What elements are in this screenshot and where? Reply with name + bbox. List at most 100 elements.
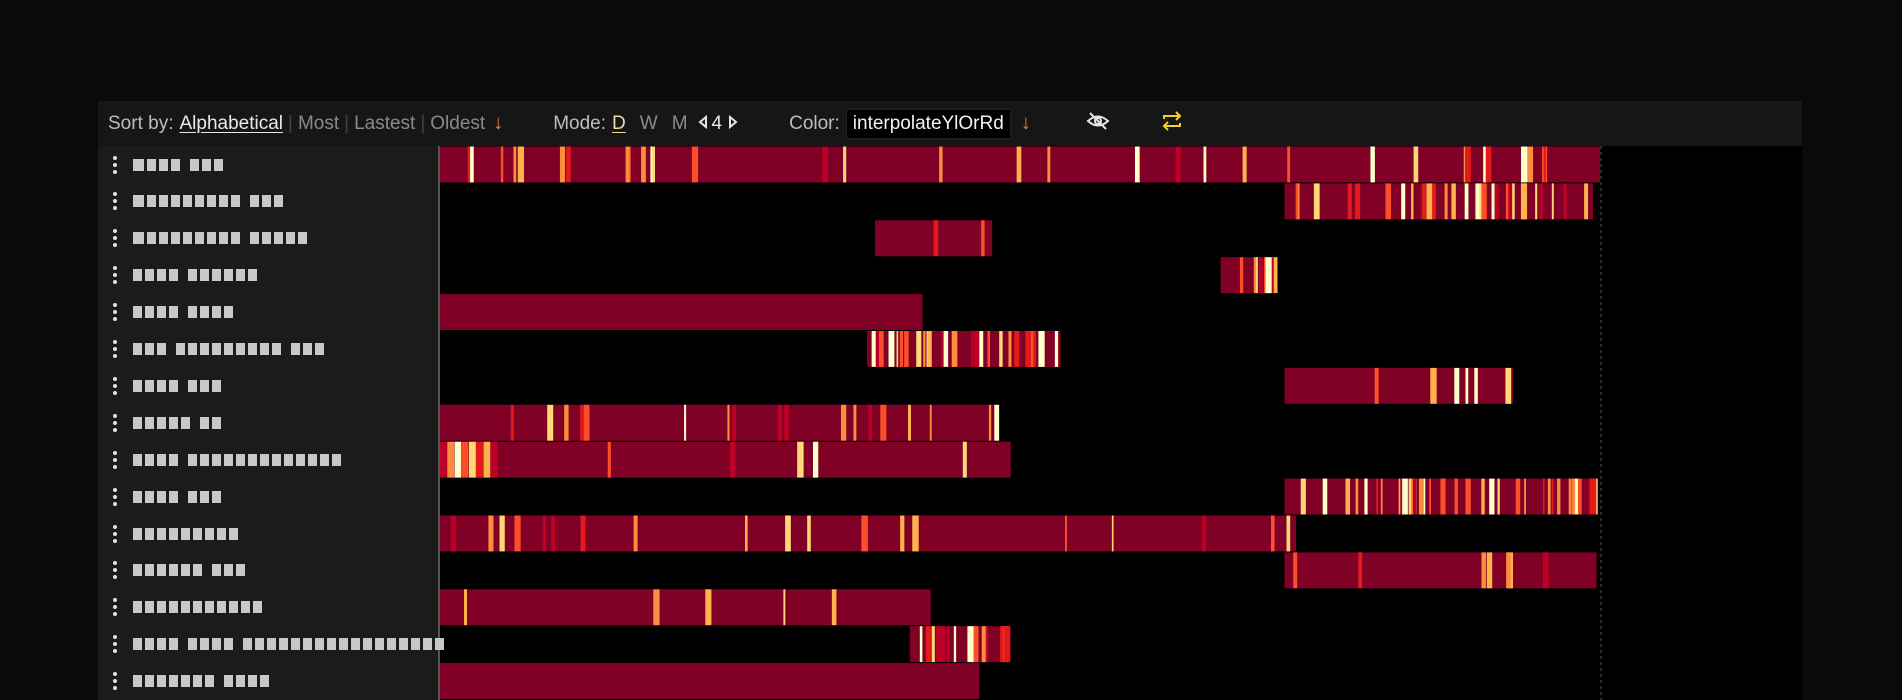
heatmap-cell <box>566 146 571 183</box>
heatmap-cell <box>1253 257 1258 294</box>
sort-option-alphabetical[interactable]: Alphabetical <box>179 112 284 134</box>
heatmap-cell <box>1293 552 1298 589</box>
heatmap-cell <box>973 331 980 367</box>
heatmap-cell <box>888 331 895 367</box>
heatmap-row <box>440 294 923 330</box>
row-menu-kebab-icon[interactable] <box>113 487 117 506</box>
row-menu-kebab-icon[interactable] <box>113 413 117 432</box>
row-label <box>98 663 438 700</box>
heatmap-cell <box>1413 146 1419 183</box>
heatmap-row <box>440 146 1600 183</box>
heatmap-cell <box>1481 552 1486 589</box>
heatmap-panel: Sort by: Alphabetical | Most | Lastest |… <box>98 101 1802 700</box>
heatmap-cell <box>1401 478 1408 515</box>
heatmap-bar[interactable] <box>440 589 931 626</box>
mode-option-w[interactable]: W <box>639 112 658 134</box>
row-menu-kebab-icon[interactable] <box>113 192 117 211</box>
heatmap-cell <box>912 515 919 552</box>
heatmap-cell <box>777 404 782 441</box>
row-menu-kebab-icon[interactable] <box>113 635 117 654</box>
row-label <box>98 146 438 183</box>
heatmap-cell <box>936 626 941 663</box>
heatmap-cell <box>1491 183 1495 220</box>
heatmap-cell <box>946 626 950 663</box>
heatmap-row <box>440 441 1011 478</box>
heatmap-cell <box>1411 183 1414 220</box>
heatmap-cell <box>1444 183 1448 220</box>
heatmap-cell <box>953 626 957 663</box>
heatmap-cell <box>1485 146 1492 183</box>
heatmap-cell <box>933 220 939 257</box>
heatmap-cell <box>517 146 525 183</box>
heatmap-cell <box>1408 478 1411 515</box>
heatmap-cell <box>1003 626 1010 663</box>
redacted-name <box>133 305 233 319</box>
heatmap-cell <box>1296 183 1300 220</box>
heatmap-cell <box>875 331 879 367</box>
sort-option-lastest[interactable]: Lastest <box>354 112 416 134</box>
sort-option-oldest[interactable]: Oldest <box>430 112 486 134</box>
heatmap-cell <box>861 515 868 552</box>
heatmap-cell <box>1465 367 1469 404</box>
heatmap-bar[interactable] <box>440 404 1000 441</box>
row-menu-kebab-icon[interactable] <box>113 303 117 322</box>
heatmap-cell <box>1300 478 1306 515</box>
mode-option-d[interactable]: D <box>612 112 626 134</box>
heatmap-cell <box>904 331 909 367</box>
heatmap-bar[interactable] <box>440 663 980 699</box>
heatmap-cell <box>1570 478 1574 515</box>
heatmap-cell <box>705 589 712 626</box>
heatmap-cell <box>625 146 630 183</box>
heatmap-cell <box>783 589 786 626</box>
eye-off-icon[interactable] <box>1086 111 1110 137</box>
redacted-name <box>133 416 221 430</box>
heatmap-bar[interactable] <box>440 294 923 330</box>
heatmap-cell <box>994 404 1000 441</box>
heatmap-cell <box>1584 183 1589 220</box>
heatmap-cell <box>1505 367 1512 404</box>
sort-option-most[interactable]: Most <box>297 112 340 134</box>
row-menu-kebab-icon[interactable] <box>113 340 117 358</box>
heatmap-cell <box>470 146 474 183</box>
redacted-name <box>133 453 341 467</box>
heatmap-cell <box>1347 183 1352 220</box>
color-scheme-select[interactable]: interpolateYlOrRd <box>845 108 1011 139</box>
heatmap-cell <box>1494 183 1499 220</box>
heatmap-bar[interactable] <box>1284 367 1513 404</box>
heatmap-bar[interactable] <box>875 220 993 257</box>
heatmap-bar[interactable] <box>1284 552 1597 589</box>
row-menu-kebab-icon[interactable] <box>113 598 117 617</box>
heatmap-bar[interactable] <box>440 441 1011 478</box>
row-menu-kebab-icon[interactable] <box>113 376 117 395</box>
row-label <box>98 183 438 220</box>
row-menu-kebab-icon[interactable] <box>113 266 117 285</box>
repeat-icon[interactable] <box>1160 110 1184 138</box>
sort-direction-arrow-down-icon[interactable]: ↓ <box>493 112 504 134</box>
heatmap-cell <box>940 626 946 663</box>
heatmap-cell <box>653 589 660 626</box>
row-menu-kebab-icon[interactable] <box>113 672 117 691</box>
heatmap-cell <box>684 404 687 441</box>
mode-option-m[interactable]: M <box>671 112 688 134</box>
heatmap-cell <box>1380 478 1383 515</box>
row-menu-kebab-icon[interactable] <box>113 155 117 174</box>
row-label <box>98 478 438 515</box>
row-label <box>98 441 438 478</box>
row-menu-kebab-icon[interactable] <box>113 561 117 580</box>
heatmap-bar[interactable] <box>440 515 1297 552</box>
color-direction-arrow-down-icon[interactable]: ↓ <box>1020 112 1031 134</box>
triangle-left-icon[interactable] <box>697 113 708 135</box>
row-menu-kebab-icon[interactable] <box>113 229 117 248</box>
triangle-right-icon[interactable] <box>728 113 738 135</box>
row-menu-kebab-icon[interactable] <box>113 450 117 469</box>
heatmap-bar[interactable] <box>1284 183 1594 220</box>
row-menu-kebab-icon[interactable] <box>113 524 117 543</box>
heatmap-cell <box>1409 478 1413 515</box>
heatmap-cell <box>1322 478 1328 515</box>
heatmap-cell <box>871 331 878 367</box>
row-label <box>98 294 438 331</box>
heatmap-cell <box>1551 183 1554 220</box>
row-label <box>98 367 438 404</box>
heatmap-cell <box>951 331 958 367</box>
heatmap-bar[interactable] <box>909 626 1011 663</box>
